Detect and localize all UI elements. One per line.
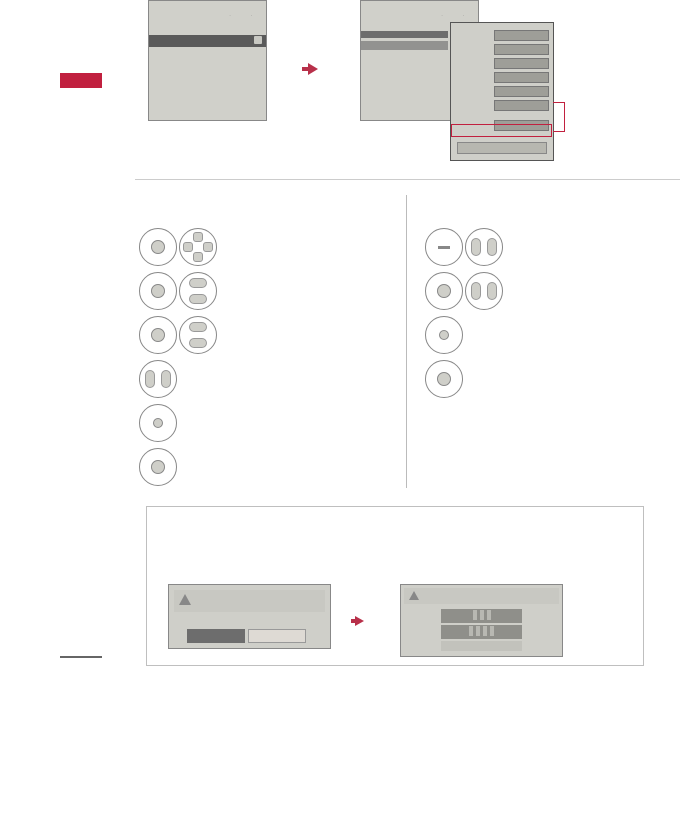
- dropdown-row: [494, 86, 549, 97]
- knob-icon: [139, 228, 177, 266]
- settings-row: [441, 641, 522, 651]
- dropdown-footer: [457, 142, 547, 154]
- knob-icon: [425, 360, 463, 398]
- dropdown-row: [494, 72, 549, 83]
- steps-column-right: [425, 228, 503, 404]
- callout-leader: [564, 102, 565, 131]
- dropdown-panel: [450, 22, 554, 161]
- step-row: [139, 448, 217, 486]
- minus-icon: [425, 228, 463, 266]
- highlight-bar: [149, 35, 266, 47]
- dropdown-row: [494, 58, 549, 69]
- steps-column-left: [139, 228, 217, 492]
- dropdown-row: [494, 30, 549, 41]
- dpad-leftright-icon: [465, 272, 503, 310]
- knob-icon: [139, 272, 177, 310]
- page-underline: [60, 656, 102, 658]
- dialog-mockup-after: [400, 584, 563, 657]
- step-row: [139, 228, 217, 266]
- step-row: [139, 404, 217, 442]
- step-row: [139, 272, 217, 310]
- dropdown-row: [494, 44, 549, 55]
- dpad-leftright-icon: [139, 360, 177, 398]
- knob-icon: [139, 316, 177, 354]
- arrow-icon: [308, 63, 318, 75]
- knob-icon: [139, 404, 177, 442]
- knob-icon: [139, 448, 177, 486]
- status-icons: ··: [361, 13, 478, 19]
- dpad-leftright-icon: [465, 228, 503, 266]
- knob-icon: [425, 272, 463, 310]
- dialog-header: [174, 590, 325, 612]
- step-row: [425, 316, 503, 354]
- dpad-updown-icon: [179, 272, 217, 310]
- status-icons: ··: [149, 13, 266, 19]
- divider: [135, 179, 680, 180]
- settings-row: [441, 625, 522, 639]
- callout-leader: [553, 131, 565, 132]
- menu-bar: [361, 41, 448, 50]
- dpad-updown-icon: [179, 316, 217, 354]
- lock-icon: [254, 36, 262, 44]
- settings-row: [441, 609, 522, 623]
- warning-icon: [409, 591, 419, 600]
- dropdown-row: [494, 100, 549, 111]
- dialog-header: [404, 588, 559, 604]
- step-row: [139, 316, 217, 354]
- step-row: [425, 228, 503, 266]
- menu-bar: [361, 31, 448, 38]
- dialog-mockup-before: [168, 584, 331, 649]
- knob-icon: [425, 316, 463, 354]
- divider-vertical: [406, 195, 407, 488]
- dialog-button-selected: [187, 629, 245, 643]
- screen-mockup-before: ··: [148, 0, 267, 121]
- callout-highlight: [451, 124, 552, 137]
- section-tab: [60, 73, 102, 88]
- step-row: [425, 272, 503, 310]
- warning-icon: [179, 594, 191, 605]
- dialog-button: [248, 629, 306, 643]
- step-row: [139, 360, 217, 398]
- dpad-icon: [179, 228, 217, 266]
- step-row: [425, 360, 503, 398]
- arrow-icon: [355, 616, 364, 626]
